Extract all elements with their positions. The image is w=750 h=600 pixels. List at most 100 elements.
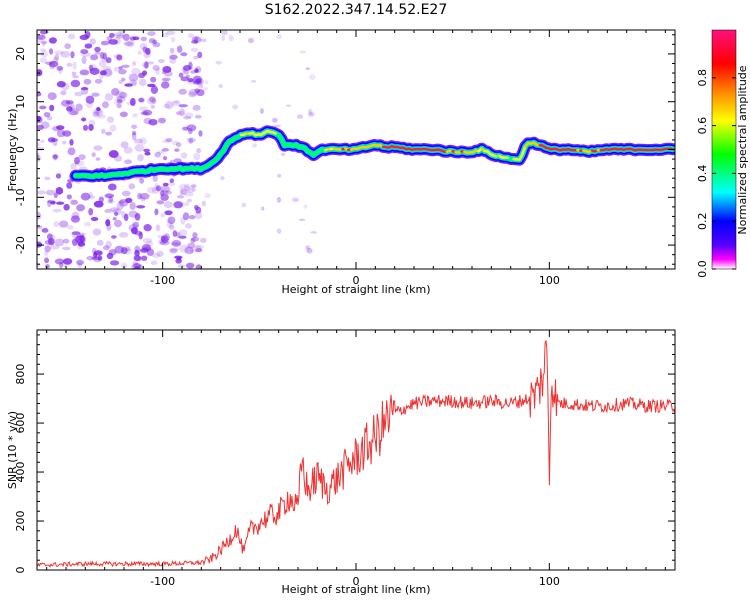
spectrogram-noise-blob (128, 73, 139, 82)
spectrogram-noise-blob (48, 37, 57, 44)
spectrogram-noise-blob (285, 104, 292, 108)
spectrogram-noise-blob (147, 61, 154, 65)
spectrogram-noise-blob (100, 40, 110, 46)
spectrogram-noise-blob (116, 103, 122, 109)
spectrogram-noise-blob (159, 240, 170, 246)
spectrogram-noise-blob (188, 137, 194, 144)
spectrogram-noise-blob (185, 262, 195, 269)
snr-y-tick-label: 400 (14, 462, 27, 483)
spectrogram-noise-blob (121, 190, 131, 197)
spectrogram-noise-blob (47, 200, 56, 204)
spectrogram-noise-blob (131, 226, 138, 235)
spectrogram-noise-blob (134, 212, 141, 221)
spectrogram-noise-blob (296, 114, 304, 119)
spectrogram-noise-blob (101, 101, 109, 109)
spectrogram-noise-blob (148, 96, 156, 103)
spectrogram-noise-blob (148, 38, 156, 44)
spectrogram-noise-blob (52, 208, 62, 213)
spectrogram-noise-blob (150, 260, 158, 266)
snr-x-label: Height of straight line (km) (281, 583, 430, 596)
spectrogram-noise-blob (186, 137, 197, 143)
spectrogram-noise-blob (142, 109, 153, 116)
spectrogram-noise-blob (157, 234, 163, 239)
spectrogram-noise-blob (131, 67, 141, 75)
spectrogram-noise-blob (80, 192, 91, 201)
spectrogram-noise-blob (197, 51, 203, 59)
spectrogram-noise-blob (201, 200, 206, 207)
spectrogram-y-ticks: -20 -10 0 10 20 (14, 34, 675, 265)
spectrogram-noise-blob (44, 176, 51, 181)
spectrogram-noise-blob (44, 264, 50, 269)
spectrogram-noise-blob (179, 229, 188, 237)
spectrogram-noise-blob (173, 158, 182, 163)
spectrogram-noise-blob (176, 45, 183, 53)
spectrogram-noise-blob (134, 266, 140, 269)
spectrogram-noise-blob (310, 230, 318, 234)
spectrogram-noise-blob (160, 193, 169, 201)
spectrogram-noise-blob (178, 72, 184, 78)
spectrogram-noise-blob (109, 207, 120, 212)
spectrogram-noise-blob (121, 247, 128, 255)
colorbar: 0.0 0.2 0.4 0.6 0.8 Normalized spectral ampl… (696, 29, 749, 278)
spectrogram-noise-blob (43, 112, 51, 118)
spectrogram-noise-blob (137, 97, 146, 103)
spectrogram-noise-blob (40, 49, 48, 58)
spectrogram-noise-blob (61, 140, 67, 145)
spectrogram-noise-blob (188, 214, 196, 220)
spectrogram-noise-blob (70, 79, 81, 88)
spectrogram-noise-blob (96, 239, 104, 246)
spectrogram-noise-blob (174, 148, 180, 152)
spectrogram-noise-blob (121, 210, 126, 219)
spectrogram-noise-blob (190, 47, 199, 52)
spectrogram-noise-blob (107, 183, 117, 191)
spectrogram-noise-blob (106, 199, 115, 204)
spectrogram-noise-blob (160, 212, 165, 218)
spectrogram-noise-blob (259, 108, 264, 115)
spectrogram-noise-blob (93, 250, 103, 256)
spectrogram-noise-blob (165, 30, 176, 36)
spectrogram-noise-blob (162, 156, 168, 161)
spectrogram-noise-blob (188, 89, 199, 96)
snr-y-ticks: 0 200 400 600 800 (14, 334, 675, 574)
spectrogram-noise-blob (109, 260, 120, 266)
spectrogram-noise-blob (66, 62, 73, 67)
spectrogram-x-label: Height of straight line (km) (281, 283, 430, 296)
spectrogram-noise-blob (194, 204, 199, 211)
spectrogram-noise-blob (191, 76, 200, 82)
spectrogram-noise-blob (54, 50, 64, 55)
spectrogram-noise-blob (178, 184, 187, 190)
spectrogram-noise-blob (195, 264, 202, 269)
spectrogram-noise-blob (40, 30, 46, 37)
spectrogram-noise-blob (184, 191, 194, 197)
spectrogram-noise-blob (204, 80, 209, 85)
spectrogram-noise-blob (150, 104, 155, 109)
spectrogram-noise-blob (101, 66, 112, 71)
spectrogram-noise-blob (182, 212, 190, 221)
spectrogram-noise-blob (40, 121, 50, 129)
spectrogram-noise-blob (181, 67, 187, 72)
spectrogram-noise-blob (155, 68, 160, 76)
spectrogram-noise-blob (56, 129, 66, 138)
snr-x-tick-label: 100 (539, 575, 560, 588)
spectrogram-noise-blob (164, 210, 173, 216)
spectrogram-noise-blob (122, 33, 130, 41)
spectrogram-noise-blob (116, 95, 123, 102)
colorbar-gradient (711, 29, 737, 270)
spectrogram-noise-blob (62, 130, 72, 137)
spectrogram-noise-blob (85, 95, 95, 104)
spectrogram-noise-blob (44, 257, 50, 264)
spectrogram-noise-blob (120, 77, 126, 82)
spectrogram-noise-blob (195, 66, 202, 73)
spectrogram-noise-blob (71, 211, 80, 220)
spectrogram-noise-blob (44, 245, 52, 253)
spectrogram-noise-blob (190, 40, 199, 44)
spectrogram-noise-blob (308, 108, 313, 115)
spectrogram-noise-blob (129, 202, 136, 210)
spectrogram-noise-blob (52, 140, 58, 147)
spectrogram-noise-blob (109, 32, 115, 38)
spectrogram-noise-blob (171, 239, 182, 247)
spectrogram-noise-blob (185, 186, 195, 193)
spectrogram-noise-blob (276, 228, 282, 234)
spectrogram-noise-blob (160, 235, 169, 244)
spectrogram-noise-blob (113, 219, 123, 228)
